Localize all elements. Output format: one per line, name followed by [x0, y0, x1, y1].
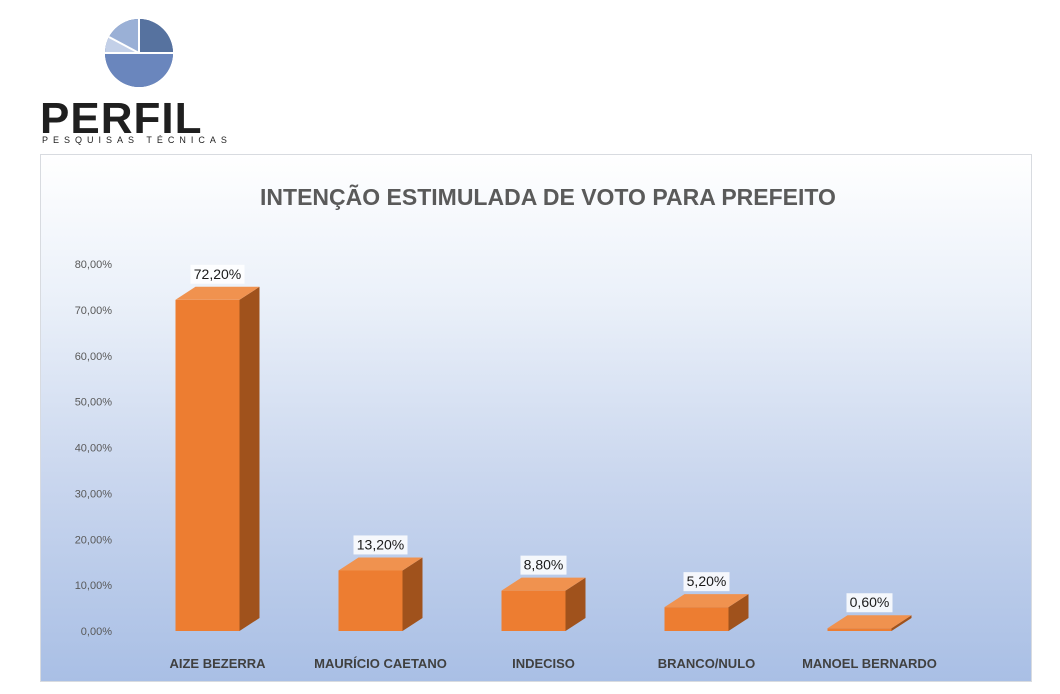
y-tick-label: 20,00%: [75, 534, 113, 546]
bar: [664, 607, 729, 631]
pie-logo-icon: [105, 19, 173, 87]
bar-side: [728, 594, 749, 631]
bar-side: [565, 577, 586, 631]
perfil-logo-graphic: PERFIL PESQUISAS TÉCNICAS: [40, 19, 232, 145]
bar: [827, 628, 892, 631]
bar-side: [891, 615, 912, 631]
logo-tagline: PESQUISAS TÉCNICAS: [42, 135, 232, 145]
x-tick-label: INDECISO: [512, 656, 575, 671]
y-tick-label: 70,00%: [75, 305, 113, 317]
bar: [175, 299, 240, 631]
x-tick-label: MANOEL BERNARDO: [802, 656, 937, 671]
data-label: 13,20%: [357, 536, 404, 552]
bar-top: [175, 286, 260, 300]
bar-side: [239, 286, 260, 631]
x-tick-label: MAURÍCIO CAETANO: [314, 656, 447, 671]
y-axis: 0,00% 10,00% 20,00% 30,00% 40,00% 50,00% 60,00…: [75, 259, 113, 638]
y-tick-label: 40,00%: [75, 443, 113, 455]
data-label: 8,80%: [524, 557, 564, 573]
chart-title: INTENÇÃO ESTIMULADA DE VOTO PARA PREFEIT…: [260, 183, 836, 210]
data-label-background: [683, 572, 730, 592]
bar: [338, 570, 403, 631]
data-label: 5,20%: [687, 573, 727, 589]
bar-side: [402, 557, 423, 631]
y-tick-label: 0,00%: [81, 626, 112, 638]
y-tick-label: 50,00%: [75, 397, 113, 409]
data-label-background: [520, 555, 567, 575]
bar-top: [501, 577, 586, 591]
data-label: 72,20%: [194, 266, 241, 282]
x-axis: AIZE BEZERRA MAURÍCIO CAETANO INDECISO BRAN…: [169, 656, 936, 671]
y-tick-label: 10,00%: [75, 580, 113, 592]
data-label-background: [846, 593, 893, 613]
y-tick-label: 80,00%: [75, 259, 113, 271]
y-tick-label: 30,00%: [75, 488, 113, 500]
x-tick-label: AIZE BEZERRA: [169, 656, 266, 671]
bar-series: 72,20% 13,20% 8,80% 5,20% 0,60%: [175, 264, 912, 631]
bar-top: [827, 615, 912, 629]
y-tick-label: 60,00%: [75, 351, 113, 363]
x-tick-label: BRANCO/NULO: [658, 656, 756, 671]
logo-wordmark: PERFIL: [40, 94, 202, 143]
perfil-logo: PERFIL PESQUISAS TÉCNICAS: [38, 15, 248, 145]
data-label-background: [190, 264, 245, 284]
bar-top: [664, 594, 749, 608]
bar: [501, 590, 566, 631]
data-label: 0,60%: [850, 594, 890, 610]
bar-top: [338, 557, 423, 571]
data-label-background: [353, 535, 408, 555]
